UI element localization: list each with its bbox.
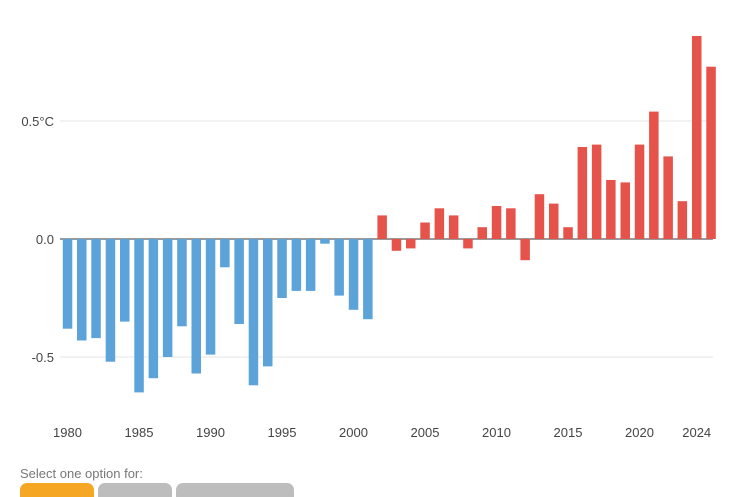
bar-2014 (549, 203, 559, 239)
bar-2022 (663, 156, 673, 239)
bar-1992 (234, 239, 244, 324)
bar-2004 (406, 239, 416, 249)
bar-2024 (692, 36, 702, 239)
option-tab-2[interactable] (98, 483, 172, 497)
bar-chart: 0.5°C 0.0 -0.5 1980 1985 1990 1995 2000 2005 201… (21, 36, 716, 440)
x-tick-label: 2020 (625, 425, 654, 440)
bar-1989 (191, 239, 201, 374)
x-tick-label: 2010 (482, 425, 511, 440)
option-tabs (20, 483, 294, 497)
bar-1996 (291, 239, 302, 291)
x-tick-label: 2024 (682, 425, 711, 440)
x-tick-label: 2015 (554, 425, 583, 440)
bar-1983 (105, 239, 116, 362)
bar-2001 (363, 239, 373, 320)
bar-2006 (434, 208, 445, 239)
bar-2008 (463, 239, 473, 249)
option-tab-3[interactable] (176, 483, 294, 497)
bars (62, 36, 716, 393)
y-axis-ticks: 0.5°C 0.0 -0.5 (21, 114, 54, 365)
bar-2019 (620, 182, 630, 239)
x-tick-label: 2005 (411, 425, 440, 440)
bar-1999 (334, 239, 344, 296)
bar-1986 (148, 239, 159, 379)
bar-2002 (377, 215, 387, 239)
x-tick-label: 1985 (125, 425, 154, 440)
y-tick-label: -0.5 (32, 350, 54, 365)
bar-2018 (606, 180, 616, 239)
bar-2003 (391, 239, 402, 251)
bar-2015 (563, 227, 573, 239)
bar-1987 (162, 239, 173, 357)
bar-2007 (448, 215, 459, 239)
bar-2005 (420, 222, 430, 239)
bar-2009 (477, 227, 487, 239)
bar-1994 (263, 239, 273, 367)
bar-1981 (77, 239, 87, 341)
select-prompt: Select one option for: (20, 466, 143, 481)
bar-2013 (534, 194, 545, 239)
bar-1990 (205, 239, 216, 355)
bar-1988 (177, 239, 187, 327)
bar-1998 (320, 239, 330, 244)
y-tick-label: 0.0 (36, 232, 54, 247)
bar-1980 (62, 239, 73, 329)
x-tick-label: 1980 (53, 425, 82, 440)
bar-2017 (591, 144, 602, 239)
bar-1985 (134, 239, 144, 393)
bar-1995 (277, 239, 287, 298)
bar-2011 (506, 208, 516, 239)
bar-2010 (491, 206, 502, 239)
x-tick-label: 1990 (196, 425, 225, 440)
bar-2021 (649, 111, 659, 239)
bar-1991 (220, 239, 230, 268)
bar-2023 (677, 201, 688, 239)
bar-1993 (248, 239, 259, 386)
bar-2020 (634, 144, 645, 239)
bar-2025 (706, 66, 716, 239)
bar-2016 (577, 147, 588, 239)
bar-1982 (91, 239, 101, 339)
bar-1984 (120, 239, 130, 322)
bar-2012 (520, 239, 530, 261)
x-tick-label: 2000 (339, 425, 368, 440)
x-tick-label: 1995 (268, 425, 297, 440)
bar-1997 (305, 239, 316, 291)
option-tab-1[interactable] (20, 483, 94, 497)
y-tick-label: 0.5°C (21, 114, 54, 129)
x-axis-ticks: 1980 1985 1990 1995 2000 2005 2010 2015 2020 2024 (53, 425, 711, 440)
bar-2000 (348, 239, 359, 310)
